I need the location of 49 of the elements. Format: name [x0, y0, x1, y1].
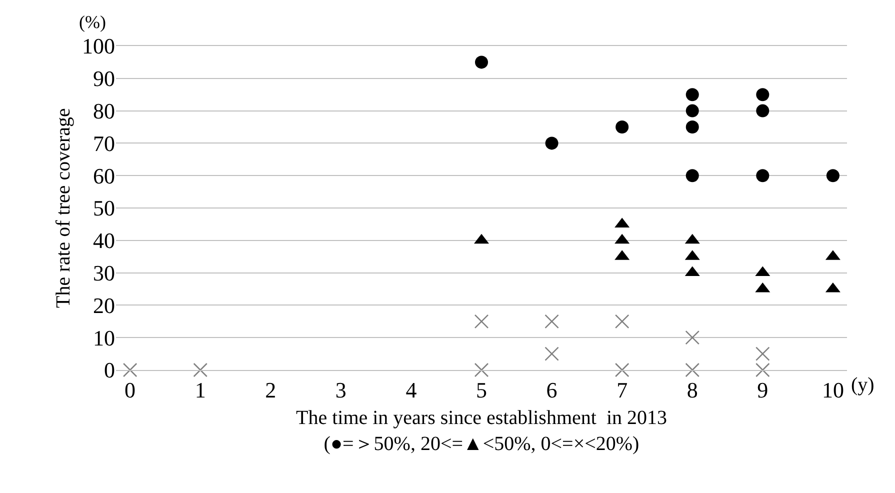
point — [756, 88, 770, 102]
point — [544, 314, 559, 329]
point — [614, 314, 630, 329]
y-axis-title: The rate of tree coverage — [52, 108, 74, 308]
point — [122, 362, 138, 378]
x-tick-label: 1 — [194, 377, 206, 402]
point — [686, 120, 699, 134]
text: (%) — [79, 12, 106, 32]
point — [756, 346, 770, 361]
y-tick-label: 50 — [93, 196, 115, 221]
y-tick-label: 40 — [93, 228, 115, 254]
point — [474, 314, 489, 329]
y-tick-label: 100 — [82, 34, 115, 59]
point — [686, 88, 699, 102]
point — [685, 330, 700, 345]
point — [193, 362, 208, 378]
y-tick-label: 80 — [93, 98, 115, 124]
point — [756, 169, 770, 182]
x-tick-label: 10 — [822, 377, 844, 402]
point — [686, 104, 699, 118]
x-tick-label: 0 — [124, 377, 136, 402]
point — [614, 362, 630, 378]
text: (y) — [851, 374, 874, 396]
y-tick-label: 0 — [104, 358, 115, 383]
point — [544, 346, 559, 361]
x-tick-label: 9 — [757, 377, 768, 402]
y-tick-label: 90 — [93, 66, 115, 92]
point — [545, 136, 558, 150]
x-tick-label: 6 — [546, 377, 558, 402]
x-axis-title: The time in years since establishment in 2013 (●=＞50%, 20<=▲<50%, 0<=×<20%) — [296, 406, 668, 455]
point — [686, 169, 699, 182]
point — [685, 362, 700, 378]
y-tick-label: 30 — [93, 260, 115, 286]
x-tick-label: 8 — [686, 377, 698, 402]
y-tick-label: 10 — [93, 325, 115, 350]
point — [826, 169, 840, 182]
point — [474, 362, 489, 378]
point — [616, 120, 629, 134]
x-tick-label: 3 — [335, 377, 346, 402]
y-tick-label: 70 — [93, 130, 115, 156]
point — [756, 362, 770, 378]
y-tick-label: 60 — [93, 163, 115, 188]
point — [756, 104, 770, 118]
y-tick-label: 20 — [93, 292, 115, 318]
x-tick-label: 2 — [265, 377, 276, 402]
x-tick-label: 7 — [616, 377, 628, 402]
x-tick-label: 4 — [406, 377, 417, 402]
x-tick-label: 5 — [476, 377, 487, 402]
point — [475, 56, 488, 69]
